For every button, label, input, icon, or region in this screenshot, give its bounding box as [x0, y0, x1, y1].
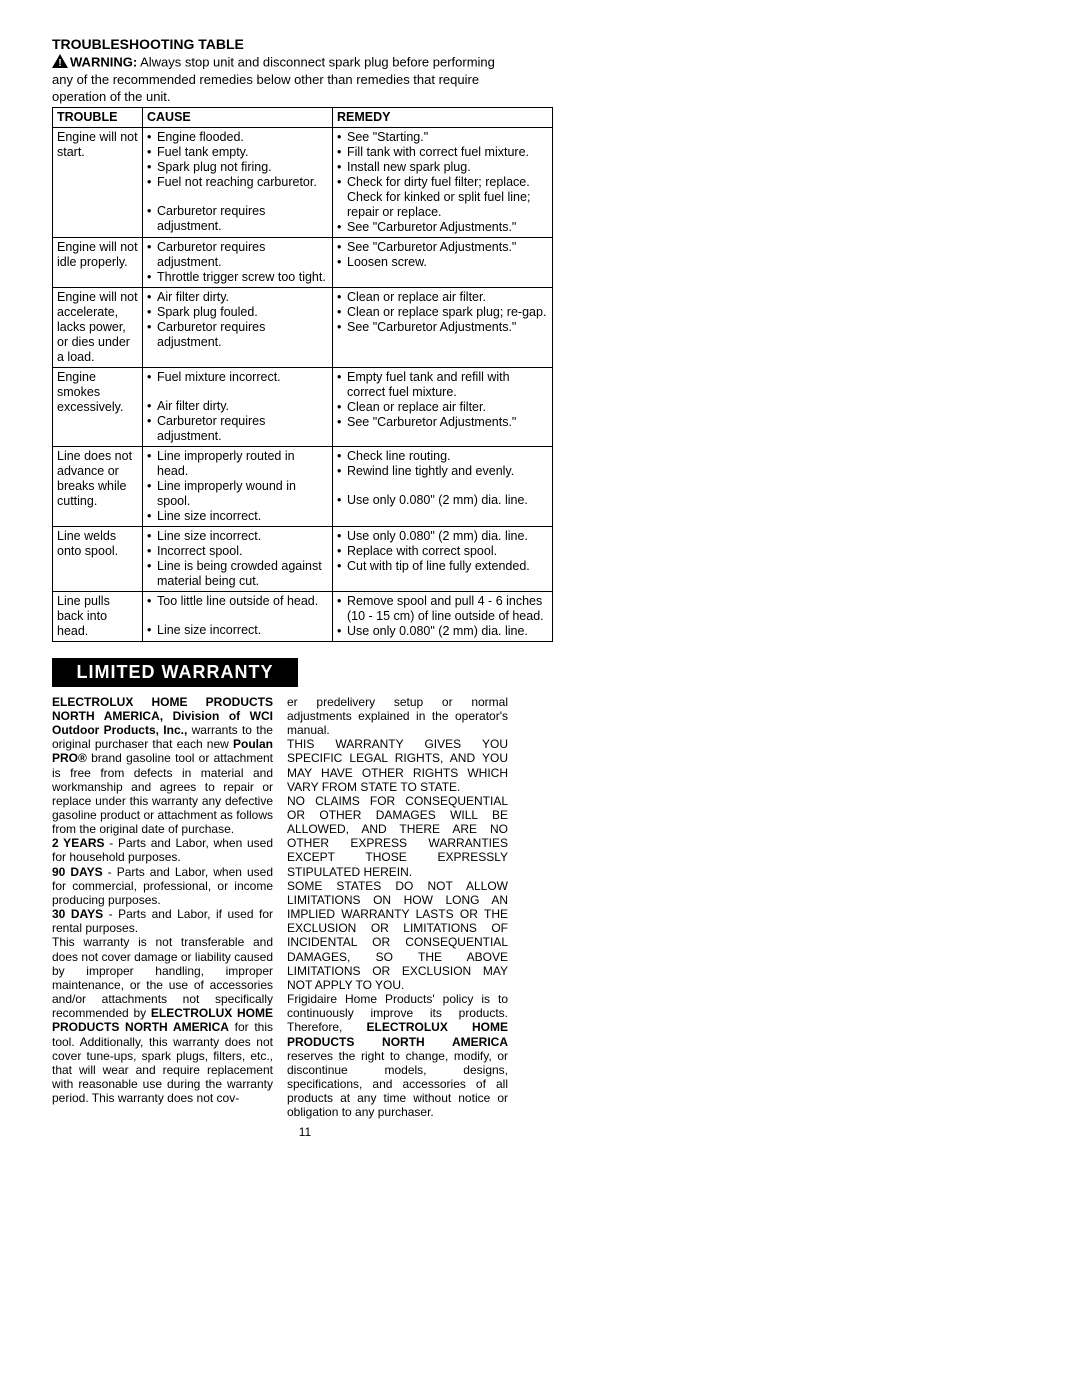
- list-item: See "Carburetor Adjustments.": [337, 320, 548, 335]
- list-item: Carburetor requires adjustment.: [147, 240, 328, 270]
- list-item: Check for dirty fuel filter; replace. Ch…: [337, 175, 548, 220]
- list-item: Clean or replace spark plug; re-gap.: [337, 305, 548, 320]
- warning-icon: !: [52, 54, 68, 72]
- list-item: Rewind line tightly and evenly.: [337, 464, 548, 479]
- list-item: Empty fuel tank and refill with correct …: [337, 370, 548, 400]
- list-item: Use only 0.080" (2 mm) dia. line.: [337, 529, 548, 544]
- col-trouble: TROUBLE: [53, 107, 143, 127]
- trouble-cell: Line does not advance or breaks while cu…: [53, 446, 143, 526]
- bold-text: 90 DAYS: [52, 865, 103, 879]
- warranty-columns: ELECTROLUX HOME PRODUCTS NORTH AMERICA, …: [52, 695, 508, 1120]
- warning-label: WARNING:: [70, 55, 137, 70]
- list-item: Fuel not reaching carburetor.: [147, 175, 328, 190]
- trouble-cell: Line pulls back into head.: [53, 591, 143, 641]
- list-item: Clean or replace air filter.: [337, 400, 548, 415]
- list-item: See "Starting.": [337, 130, 548, 145]
- remedy-cell: Use only 0.080" (2 mm) dia. line.Replace…: [333, 526, 553, 591]
- list-item: Spark plug fouled.: [147, 305, 328, 320]
- cause-cell: Too little line outside of head. Line siz…: [143, 591, 333, 641]
- col-cause: CAUSE: [143, 107, 333, 127]
- list-item: Use only 0.080" (2 mm) dia. line.: [337, 493, 548, 508]
- body-text: er predelivery setup or normal adjustmen…: [287, 695, 508, 737]
- list-item: Fuel mixture incorrect.: [147, 370, 328, 385]
- list-item: Too little line outside of head.: [147, 594, 328, 609]
- list-item: Line improperly wound in spool.: [147, 479, 328, 509]
- remedy-cell: Empty fuel tank and refill with correct …: [333, 367, 553, 446]
- cause-cell: Air filter dirty.Spark plug fouled.Carbu…: [143, 287, 333, 367]
- bold-text: 30 DAYS: [52, 907, 103, 921]
- list-item: Clean or replace air filter.: [337, 290, 548, 305]
- col-remedy: REMEDY: [333, 107, 553, 127]
- table-row: Engine will not accelerate, lacks power,…: [53, 287, 553, 367]
- list-item: Cut with tip of line fully extended.: [337, 559, 548, 574]
- troubleshoot-table: TROUBLE CAUSE REMEDY Engine will not sta…: [52, 107, 553, 642]
- table-header-row: TROUBLE CAUSE REMEDY: [53, 107, 553, 127]
- page-number: 11: [52, 1125, 558, 1139]
- cause-cell: Fuel mixture incorrect. Air filter dirty.…: [143, 367, 333, 446]
- body-text: NO CLAIMS FOR CONSEQUENTIAL OR OTHER DAM…: [287, 794, 508, 879]
- svg-text:!: !: [58, 58, 61, 68]
- table-row: Line does not advance or breaks while cu…: [53, 446, 553, 526]
- body-text: THIS WARRANTY GIVES YOU SPECIFIC LEGAL R…: [287, 737, 508, 793]
- remedy-cell: See "Starting."Fill tank with correct fu…: [333, 127, 553, 237]
- list-item: Line size incorrect.: [147, 529, 328, 544]
- list-item: Carburetor requires adjustment.: [147, 320, 328, 350]
- list-item: Carburetor requires adjustment.: [147, 204, 328, 234]
- list-item: Use only 0.080" (2 mm) dia. line.: [337, 624, 548, 639]
- table-row: Engine smokes excessively.Fuel mixture i…: [53, 367, 553, 446]
- remedy-cell: Remove spool and pull 4 - 6 inches (10 -…: [333, 591, 553, 641]
- list-item: Incorrect spool.: [147, 544, 328, 559]
- list-item: Air filter dirty.: [147, 290, 328, 305]
- warning-line: ! WARNING: Always stop unit and disconne…: [52, 54, 508, 105]
- cause-cell: Carburetor requires adjustment.Throttle …: [143, 237, 333, 287]
- list-item: Carburetor requires adjustment.: [147, 414, 328, 444]
- list-item: Replace with correct spool.: [337, 544, 548, 559]
- cause-cell: Engine flooded.Fuel tank empty.Spark plu…: [143, 127, 333, 237]
- list-item: Line is being crowded against material b…: [147, 559, 328, 589]
- body-text: SOME STATES DO NOT ALLOW LIMITATIONS ON …: [287, 879, 508, 992]
- table-row: Line pulls back into head.Too little lin…: [53, 591, 553, 641]
- list-item: Spark plug not firing.: [147, 160, 328, 175]
- list-item: Throttle trigger screw too tight.: [147, 270, 328, 285]
- troubleshoot-title: TROUBLESHOOTING TABLE: [52, 36, 508, 52]
- trouble-cell: Engine will not start.: [53, 127, 143, 237]
- body-text: reserves the right to change, modify, or…: [287, 1049, 508, 1120]
- list-item: Engine flooded.: [147, 130, 328, 145]
- list-item: Check line routing.: [337, 449, 548, 464]
- list-item: Fill tank with correct fuel mixture.: [337, 145, 548, 160]
- table-row: Line welds onto spool.Line size incorrec…: [53, 526, 553, 591]
- remedy-cell: Check line routing.Rewind line tightly a…: [333, 446, 553, 526]
- list-item: Loosen screw.: [337, 255, 548, 270]
- trouble-cell: Engine will not idle properly.: [53, 237, 143, 287]
- list-item: Install new spark plug.: [337, 160, 548, 175]
- warranty-col-1: ELECTROLUX HOME PRODUCTS NORTH AMERICA, …: [52, 695, 273, 1120]
- list-item: Line size incorrect.: [147, 509, 328, 524]
- remedy-cell: Clean or replace air filter.Clean or rep…: [333, 287, 553, 367]
- list-item: Air filter dirty.: [147, 399, 328, 414]
- remedy-cell: See "Carburetor Adjustments."Loosen scre…: [333, 237, 553, 287]
- warranty-col-2: er predelivery setup or normal adjustmen…: [287, 695, 508, 1120]
- cause-cell: Line size incorrect.Incorrect spool.Line…: [143, 526, 333, 591]
- trouble-cell: Line welds onto spool.: [53, 526, 143, 591]
- table-row: Engine will not idle properly.Carburetor…: [53, 237, 553, 287]
- list-item: See "Carburetor Adjustments.": [337, 220, 548, 235]
- document-page: TROUBLESHOOTING TABLE ! WARNING: Always …: [0, 0, 560, 1139]
- table-row: Engine will not start.Engine flooded.Fue…: [53, 127, 553, 237]
- list-item: Remove spool and pull 4 - 6 inches (10 -…: [337, 594, 548, 624]
- list-item: Line improperly routed in head.: [147, 449, 328, 479]
- bold-text: 2 YEARS: [52, 836, 105, 850]
- list-item: See "Carburetor Adjustments.": [337, 415, 548, 430]
- trouble-cell: Engine will not accelerate, lacks power,…: [53, 287, 143, 367]
- list-item: See "Carburetor Adjustments.": [337, 240, 548, 255]
- cause-cell: Line improperly routed in head.Line impr…: [143, 446, 333, 526]
- list-item: Line size incorrect.: [147, 623, 328, 638]
- trouble-cell: Engine smokes excessively.: [53, 367, 143, 446]
- list-item: Fuel tank empty.: [147, 145, 328, 160]
- warranty-banner: LIMITED WARRANTY: [52, 658, 298, 687]
